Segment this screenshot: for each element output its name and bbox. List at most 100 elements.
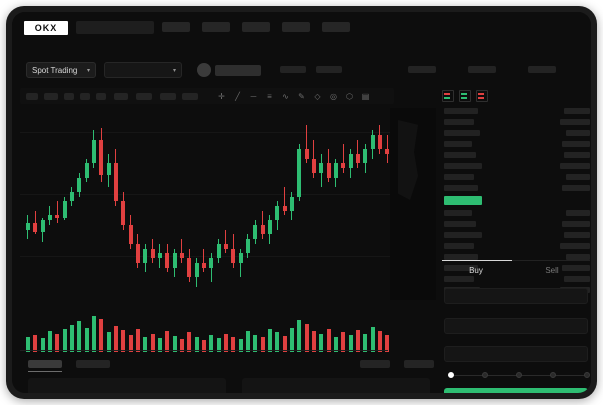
order-book-ask-row[interactable] [444,141,472,147]
candle-body [216,243,221,259]
volume-bar [91,316,96,352]
amount-slider-node-0[interactable] [448,372,454,378]
trading-mode-select[interactable]: Spot Trading ▾ [26,62,96,78]
order-book-bid-row[interactable] [444,221,476,227]
candle-wick [357,139,359,169]
order-book-ask-row[interactable] [444,163,482,169]
volume-bar [99,319,104,352]
brush-icon[interactable]: ✎ [298,92,305,101]
order-book-bid-row[interactable] [444,265,478,271]
candle-body [77,177,82,192]
timeframe-6[interactable] [114,93,128,100]
order-book-bid-row[interactable] [444,232,482,238]
candle-body [69,191,74,202]
tab-sell[interactable]: Sell [545,266,559,275]
footer-tab-open-orders[interactable] [28,360,62,368]
candle-wick [386,134,388,164]
candle-body [150,248,155,259]
price-chart[interactable] [20,106,394,306]
amount-slider-node-3[interactable] [550,372,556,378]
order-book-bid-row[interactable] [444,276,474,282]
volume-bar [172,335,177,352]
order-book-bid-value [566,210,590,216]
order-book-bid-row[interactable] [444,254,478,260]
timeframe-2[interactable] [44,93,58,100]
order-book-ask-row[interactable] [444,130,480,136]
buy-sell-tabs[interactable]: Buy Sell [440,266,591,280]
candle-body [253,224,258,240]
trading-pair-select[interactable]: ▾ [104,62,182,78]
market-stat-2 [316,66,342,73]
submit-buy-button[interactable] [444,388,588,393]
okx-logo[interactable]: OKX [24,21,68,35]
volume-bar [25,336,30,352]
timeframe-3[interactable] [64,93,74,100]
order-book-bid-value [562,265,590,271]
nav-item-3[interactable] [242,22,270,32]
order-book-bid-row[interactable] [444,243,474,249]
amount-input[interactable] [444,318,588,334]
nav-item-1[interactable] [162,22,190,32]
volume-bar [135,329,140,352]
indicator-menu[interactable] [160,93,176,100]
candle-body [282,206,287,211]
order-book-view-toggle[interactable] [442,90,488,102]
orderbook-both-icon[interactable] [442,90,454,102]
fib-icon[interactable]: ≡ [267,92,272,101]
order-book-spread-highlight [444,196,482,205]
horizontal-line-icon[interactable]: ─ [250,92,257,101]
order-book-bid-row[interactable] [444,210,472,216]
amount-slider-node-2[interactable] [516,372,522,378]
amount-slider-node-1[interactable] [482,372,488,378]
timeframe-5[interactable] [96,93,106,100]
trash-icon[interactable]: ▤ [361,92,370,101]
candle-wick [262,210,264,240]
price-input[interactable] [444,288,588,304]
eraser-icon[interactable]: ◇ [314,92,321,101]
order-book-bid-value [560,243,590,249]
footer-tab-order-history[interactable] [76,360,110,368]
footer-action-2[interactable] [404,360,434,368]
nav-item-5[interactable] [322,22,350,32]
order-book-ask-row[interactable] [444,152,476,158]
magnet-icon[interactable]: ◎ [330,92,337,101]
volume-bar [150,333,155,352]
lock-icon[interactable]: ⬡ [346,92,353,101]
nav-item-2[interactable] [202,22,230,32]
candle-wick [56,201,58,223]
candle-wick [225,229,227,254]
volume-bar [157,337,162,352]
wave-icon[interactable]: ∿ [282,92,289,101]
timeframe-4[interactable] [80,93,90,100]
amount-slider-node-4[interactable] [584,372,590,378]
candle-body [194,262,199,278]
chart-toolbar[interactable]: ✛ ╱ ─ ≡ ∿ ✎ ◇ ◎ ⬡ ▤ [20,88,394,104]
candle-body [341,163,346,169]
volume-bar [370,327,375,352]
volume-bar [33,334,38,352]
candle-body [260,224,265,235]
settings-menu[interactable] [182,93,198,100]
order-book-ask-row[interactable] [444,174,474,180]
candle-wick [284,187,286,216]
orderbook-sell-icon[interactable] [476,90,488,102]
chart-gridline [20,256,394,257]
buy-sell-tab-underline [442,260,512,261]
nav-item-4[interactable] [282,22,310,32]
candle-body [319,163,324,173]
volume-bar [311,331,316,352]
volume-bar [275,332,280,352]
crosshair-icon[interactable]: ✛ [218,92,225,101]
total-input[interactable] [444,346,588,362]
tab-buy[interactable]: Buy [469,266,483,275]
footer-action-1[interactable] [360,360,390,368]
timeframe-7[interactable] [136,93,152,100]
search-input[interactable] [76,21,154,34]
candle-body [348,153,353,169]
timeframe-1[interactable] [26,93,38,100]
trendline-icon[interactable]: ╱ [235,92,240,101]
orderbook-buy-icon[interactable] [459,90,471,102]
order-book-ask-row[interactable] [444,108,478,114]
order-book-ask-row[interactable] [444,119,474,125]
order-book-ask-row[interactable] [444,185,478,191]
